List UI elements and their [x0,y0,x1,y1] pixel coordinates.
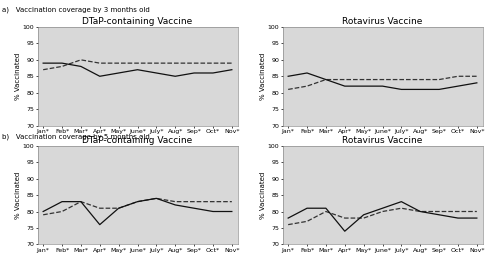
Text: b)   Vaccination coverage by 5 months old: b) Vaccination coverage by 5 months old [2,134,150,140]
Y-axis label: % Vaccinated: % Vaccinated [260,53,266,100]
Text: a)   Vaccination coverage by 3 months old: a) Vaccination coverage by 3 months old [2,7,150,13]
Title: Rotavirus Vaccine: Rotavirus Vaccine [342,17,422,26]
Y-axis label: % Vaccinated: % Vaccinated [15,171,21,219]
Y-axis label: % Vaccinated: % Vaccinated [15,53,21,100]
Title: DTaP-containing Vaccine: DTaP-containing Vaccine [82,17,192,26]
Title: Rotavirus Vaccine: Rotavirus Vaccine [342,136,422,145]
Y-axis label: % Vaccinated: % Vaccinated [260,171,266,219]
Legend: = = =2019, 2020, * P value < 0.05: = = =2019, 2020, * P value < 0.05 [54,157,220,163]
Legend: = = =2019, 2020, * P value < 0.05: = = =2019, 2020, * P value < 0.05 [300,157,466,163]
Title: DTaP-containing Vaccine: DTaP-containing Vaccine [82,136,192,145]
